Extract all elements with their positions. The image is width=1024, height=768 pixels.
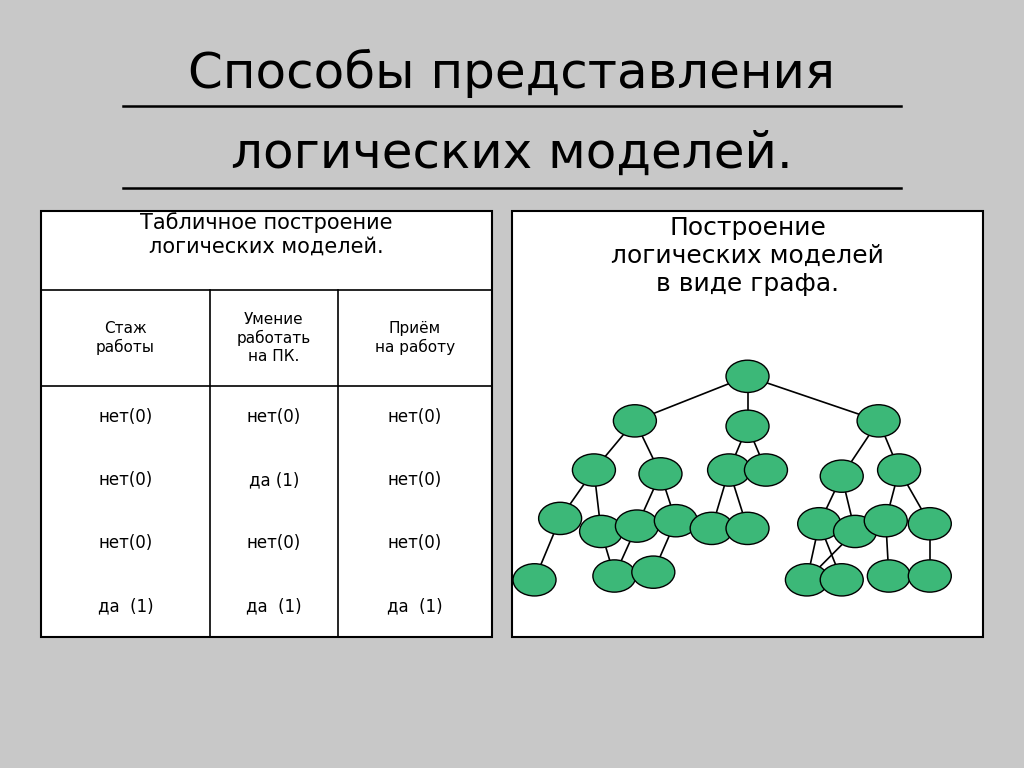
Circle shape — [867, 560, 910, 592]
Circle shape — [908, 560, 951, 592]
Circle shape — [615, 510, 658, 542]
Text: Приём
на работу: Приём на работу — [375, 321, 455, 355]
Circle shape — [572, 454, 615, 486]
Circle shape — [708, 454, 751, 486]
Circle shape — [857, 405, 900, 437]
Text: нет(0): нет(0) — [388, 408, 441, 426]
Circle shape — [834, 515, 877, 548]
Text: нет(0): нет(0) — [98, 534, 153, 552]
Text: Стаж
работы: Стаж работы — [96, 321, 155, 355]
Text: нет(0): нет(0) — [98, 408, 153, 426]
Text: нет(0): нет(0) — [247, 534, 301, 552]
Circle shape — [632, 556, 675, 588]
Text: Табличное построение
логических моделей.: Табличное построение логических моделей. — [140, 212, 392, 257]
Circle shape — [785, 564, 828, 596]
Circle shape — [744, 454, 787, 486]
Circle shape — [613, 405, 656, 437]
Circle shape — [726, 360, 769, 392]
Text: Построение
логических моделей
в виде графа.: Построение логических моделей в виде гра… — [611, 216, 884, 296]
Text: да  (1): да (1) — [387, 597, 442, 615]
Text: логических моделей.: логических моделей. — [231, 130, 793, 177]
Circle shape — [593, 560, 636, 592]
Text: нет(0): нет(0) — [388, 471, 441, 489]
Circle shape — [726, 410, 769, 442]
FancyBboxPatch shape — [41, 211, 492, 637]
Circle shape — [908, 508, 951, 540]
Text: да (1): да (1) — [249, 471, 299, 489]
Circle shape — [820, 460, 863, 492]
Text: Умение
работать
на ПК.: Умение работать на ПК. — [237, 313, 311, 363]
Text: нет(0): нет(0) — [247, 408, 301, 426]
Circle shape — [726, 512, 769, 545]
Text: нет(0): нет(0) — [98, 471, 153, 489]
Text: нет(0): нет(0) — [388, 534, 441, 552]
Circle shape — [820, 564, 863, 596]
Circle shape — [690, 512, 733, 545]
Circle shape — [864, 505, 907, 537]
Circle shape — [654, 505, 697, 537]
Circle shape — [513, 564, 556, 596]
FancyBboxPatch shape — [512, 211, 983, 637]
Circle shape — [798, 508, 841, 540]
Text: да  (1): да (1) — [246, 597, 302, 615]
Text: да  (1): да (1) — [97, 597, 154, 615]
Circle shape — [639, 458, 682, 490]
Text: Способы представления: Способы представления — [188, 48, 836, 98]
Circle shape — [878, 454, 921, 486]
Circle shape — [580, 515, 623, 548]
Circle shape — [539, 502, 582, 535]
